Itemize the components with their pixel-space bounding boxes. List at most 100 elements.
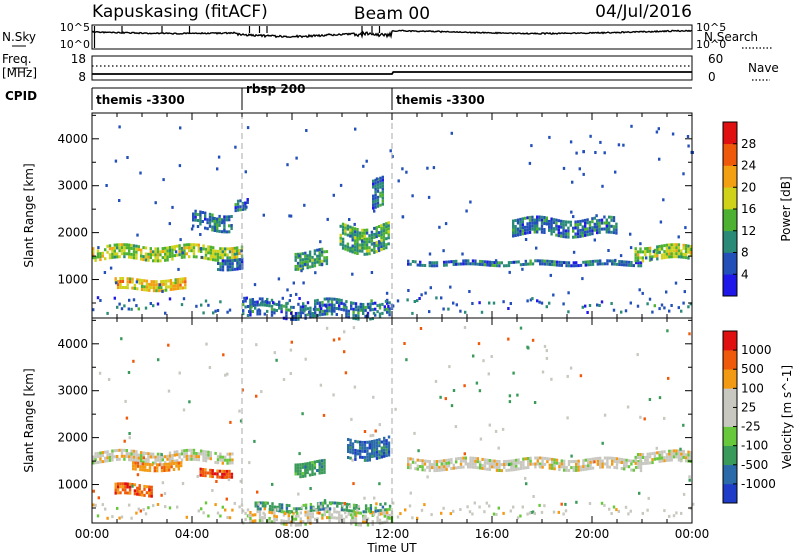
heatmap-cell xyxy=(572,235,575,239)
heatmap-cell xyxy=(320,468,324,472)
heatmap-cell xyxy=(374,184,377,188)
heatmap-cell xyxy=(145,279,149,283)
heatmap-cell xyxy=(545,222,548,226)
heatmap-cell xyxy=(447,464,451,468)
heatmap-cell xyxy=(383,436,386,440)
heatmap-cell xyxy=(221,455,224,459)
heatmap-cell xyxy=(563,261,566,265)
heatmap-ground-cell xyxy=(588,304,592,307)
heatmap-cell xyxy=(313,460,317,464)
heatmap-cell xyxy=(517,461,520,465)
heatmap-cell xyxy=(194,215,197,219)
heatmap-cell xyxy=(204,256,208,260)
heatmap-cell xyxy=(258,516,262,520)
heatmap-cell xyxy=(672,243,676,247)
heatmap-ground-cell xyxy=(624,505,628,509)
heatmap-ground-cell xyxy=(226,516,229,519)
heatmap-noise xyxy=(154,201,157,205)
heatmap-cell xyxy=(522,466,525,470)
heatmap-cell xyxy=(132,253,136,257)
heatmap-cell xyxy=(306,516,310,520)
heatmap-noise xyxy=(289,214,293,218)
heatmap-cell xyxy=(529,462,532,466)
heatmap-cell xyxy=(197,249,200,253)
heatmap-cell xyxy=(137,248,140,252)
heatmap-cell xyxy=(290,520,293,524)
heatmap-noise xyxy=(248,461,251,465)
heatmap-cell xyxy=(374,509,377,513)
heatmap-cell xyxy=(558,462,561,466)
heatmap-cell xyxy=(346,248,350,252)
heatmap-cell xyxy=(531,462,535,466)
heatmap-cell xyxy=(536,218,539,222)
heatmap-cell xyxy=(192,243,196,247)
heatmap-cell xyxy=(270,307,274,311)
heatmap-cell xyxy=(519,232,522,236)
heatmap-ground-cell xyxy=(689,302,692,306)
heatmap-cell xyxy=(319,507,322,511)
heatmap-cell xyxy=(551,263,554,267)
heatmap-cell xyxy=(244,305,247,309)
heatmap-cell xyxy=(225,469,229,473)
colorbar-tick-label: 20 xyxy=(741,180,756,194)
heatmap-cell xyxy=(409,457,412,461)
heatmap-cell xyxy=(211,225,214,229)
heatmap-cell xyxy=(675,452,678,456)
heatmap-cell xyxy=(297,507,301,511)
heatmap-cell xyxy=(311,255,314,259)
heatmap-cell xyxy=(668,449,671,453)
heatmap-cell xyxy=(373,244,376,248)
heatmap-cell xyxy=(488,465,491,468)
heatmap-cell xyxy=(569,220,572,224)
heatmap-cell xyxy=(379,194,382,198)
heatmap-cell xyxy=(677,452,681,456)
heatmap-cell xyxy=(318,471,321,475)
heatmap-cell xyxy=(639,469,643,473)
heatmap-cell xyxy=(296,472,300,476)
heatmap-cell xyxy=(610,215,613,219)
y-tick-label: 1000 xyxy=(57,273,88,287)
heatmap-cell xyxy=(386,301,389,305)
heatmap-ground-cell xyxy=(651,310,654,314)
heatmap-cell xyxy=(318,248,321,252)
heatmap-cell xyxy=(658,250,661,254)
heatmap-ground-cell xyxy=(94,503,97,507)
heatmap-cell xyxy=(316,460,319,463)
heatmap-noise xyxy=(581,277,584,281)
heatmap-cell xyxy=(321,303,324,307)
heatmap-cell xyxy=(212,246,215,250)
heatmap-cell xyxy=(355,507,358,510)
heatmap-cell xyxy=(656,248,659,252)
heatmap-cell xyxy=(354,439,357,443)
heatmap-noise xyxy=(139,171,142,175)
heatmap-cell xyxy=(338,301,341,305)
heatmap-cell xyxy=(256,309,259,313)
heatmap-cell xyxy=(498,261,501,265)
heatmap-cell xyxy=(382,226,386,230)
heatmap-cell xyxy=(447,260,451,264)
heatmap-cell xyxy=(634,458,637,462)
heatmap-cell xyxy=(325,256,329,260)
heatmap-cell xyxy=(495,465,499,469)
heatmap-noise xyxy=(461,252,464,256)
heatmap-cell xyxy=(663,459,666,463)
heatmap-cell xyxy=(433,261,436,265)
heatmap-cell xyxy=(464,462,467,466)
heatmap-cell xyxy=(586,221,589,225)
heatmap-cell xyxy=(357,311,360,315)
heatmap-cell xyxy=(443,468,446,472)
heatmap-cell xyxy=(213,223,216,226)
heatmap-cell xyxy=(130,455,133,459)
heatmap-cell xyxy=(362,309,365,312)
heatmap-cell xyxy=(615,457,619,461)
heatmap-cell xyxy=(121,277,125,280)
heatmap-cell xyxy=(373,439,376,443)
heatmap-cell xyxy=(476,262,479,266)
heatmap-ground-cell xyxy=(147,506,150,510)
heatmap-cell xyxy=(314,305,317,309)
heatmap-noise xyxy=(655,446,658,450)
heatmap-cell xyxy=(154,250,157,254)
heatmap-cell xyxy=(223,469,226,473)
heatmap-cell xyxy=(216,226,219,230)
heatmap-noise xyxy=(174,250,178,254)
